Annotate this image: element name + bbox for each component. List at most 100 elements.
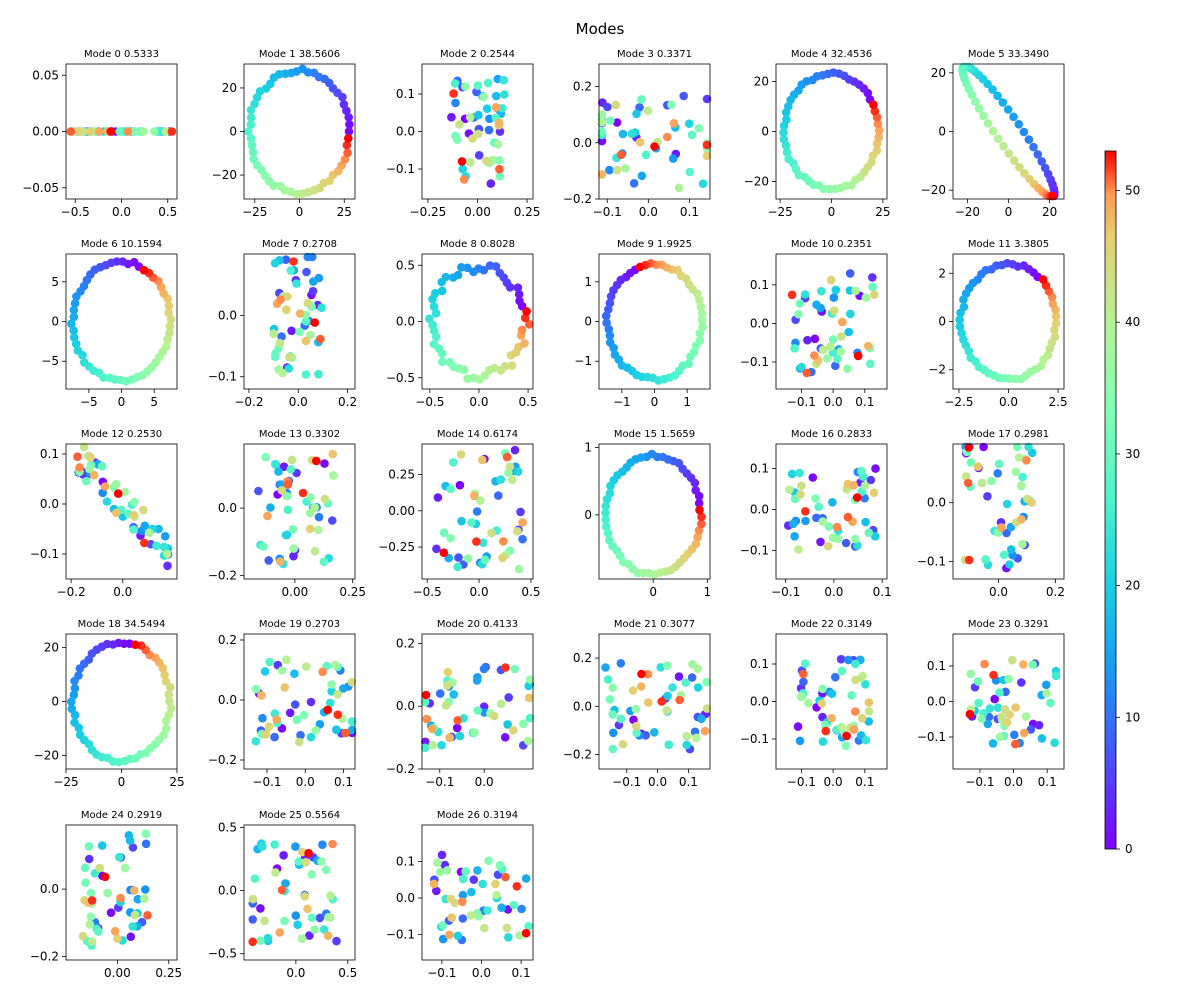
scatter-point <box>165 321 175 331</box>
scatter-point <box>269 329 278 339</box>
axes-frame <box>243 824 356 961</box>
scatter-point <box>69 326 78 335</box>
scatter-point <box>500 361 510 371</box>
x-tick-label: 25 <box>875 205 890 219</box>
y-tick-label: 0.0 <box>218 308 237 322</box>
scatter-point <box>163 335 172 344</box>
scatter-point <box>323 931 333 940</box>
y-tick-label: −0.1 <box>917 730 946 744</box>
scatter-point <box>702 677 711 687</box>
scatter-point <box>520 339 529 348</box>
colorbar-tick-label: 0 <box>1125 842 1133 856</box>
scatter-point <box>988 85 997 94</box>
scatter-point <box>983 119 993 128</box>
scatter-point <box>70 299 80 308</box>
scatter-point <box>1037 734 1047 743</box>
scatter-point <box>458 914 468 923</box>
scatter-point <box>333 690 343 699</box>
scatter-point <box>163 549 172 559</box>
y-tick-label: 0.0 <box>218 501 237 515</box>
scatter-point <box>800 290 810 299</box>
x-tick-label: −0.1 <box>787 775 816 789</box>
scatter-point <box>248 147 258 157</box>
axes-frame <box>421 824 534 961</box>
scatter-point <box>516 507 525 517</box>
subplot-title: Mode 14 0.6174 <box>437 429 518 440</box>
scatter-point <box>277 666 287 675</box>
scatter-point <box>282 305 291 315</box>
x-tick-label: −20 <box>955 205 980 219</box>
scatter-point <box>306 330 315 340</box>
scatter-point <box>817 286 826 296</box>
scatter-point <box>449 458 458 467</box>
scatter-point <box>467 518 476 527</box>
y-tick-label: 0.2 <box>218 633 237 647</box>
scatter-point <box>501 872 510 882</box>
scatter-point <box>1020 169 1029 178</box>
x-tick-label: −0.2 <box>57 585 86 599</box>
scatter-point <box>1011 467 1021 477</box>
scatter-point <box>781 108 791 117</box>
scatter-point <box>274 467 283 476</box>
scatter-point <box>608 710 617 719</box>
subplot-title: Mode 15 1.5659 <box>614 429 695 440</box>
axes-frame <box>598 63 711 200</box>
scatter-point <box>995 688 1004 697</box>
scatter-point <box>1002 718 1012 727</box>
scatter-point <box>295 309 305 318</box>
scatter-point <box>484 125 494 135</box>
scatter-point <box>319 925 329 934</box>
scatter-point <box>154 524 163 534</box>
scatter-point <box>457 157 467 166</box>
scatter-point <box>325 913 335 922</box>
scatter-point <box>129 510 139 520</box>
scatter-point <box>843 364 852 374</box>
scatter-point <box>320 494 330 504</box>
scatter-point <box>116 893 125 903</box>
scatter-point <box>637 669 646 679</box>
scatter-point <box>959 295 968 304</box>
scatter-point <box>139 265 149 275</box>
scatter-point <box>998 98 1008 107</box>
scatter-point <box>999 141 1008 151</box>
scatter-point <box>1005 710 1014 719</box>
scatter-point <box>955 315 964 325</box>
y-tick-label: −0.05 <box>22 181 59 195</box>
x-tick-label: 0.25 <box>514 205 541 219</box>
scatter-point <box>306 732 316 742</box>
scatter-point <box>801 659 810 668</box>
scatter-point <box>248 894 258 904</box>
scatter-point <box>691 539 701 549</box>
scatter-point <box>868 282 877 292</box>
scatter-point <box>296 730 305 740</box>
scatter-point <box>635 262 645 272</box>
scatter-point <box>663 661 672 670</box>
scatter-point <box>269 181 279 191</box>
scatter-point <box>487 528 496 538</box>
x-tick-label: −0.1 <box>771 585 800 599</box>
scatter-point <box>857 713 867 723</box>
scatter-point <box>482 104 492 113</box>
scatter-point <box>627 129 637 138</box>
scatter-point <box>601 311 611 321</box>
scatter-point <box>817 699 827 708</box>
scatter-point <box>871 464 880 473</box>
scatter-point <box>297 847 307 857</box>
x-tick-label: −0.1 <box>787 395 816 409</box>
subplot-title: Mode 12 0.2530 <box>81 429 162 440</box>
subplot-title: Mode 21 0.3077 <box>614 619 695 630</box>
scatter-point <box>472 676 482 685</box>
subplot-title: Mode 10 0.2351 <box>791 239 872 250</box>
y-tick-label: −5 <box>41 354 59 368</box>
x-tick-label: 0.1 <box>680 205 699 219</box>
scatter-point <box>483 78 493 88</box>
scatter-point <box>851 675 860 685</box>
scatter-point <box>846 309 855 319</box>
scatter-point <box>499 537 508 546</box>
scatter-point <box>496 475 506 484</box>
subplot-mode-5: Mode 5 33.3490 −20 0 20 −20 0 20 <box>921 49 1065 219</box>
scatter-point <box>608 744 618 754</box>
scatter-point <box>635 137 645 147</box>
scatter-point <box>85 920 95 929</box>
scatter-point <box>831 672 840 682</box>
